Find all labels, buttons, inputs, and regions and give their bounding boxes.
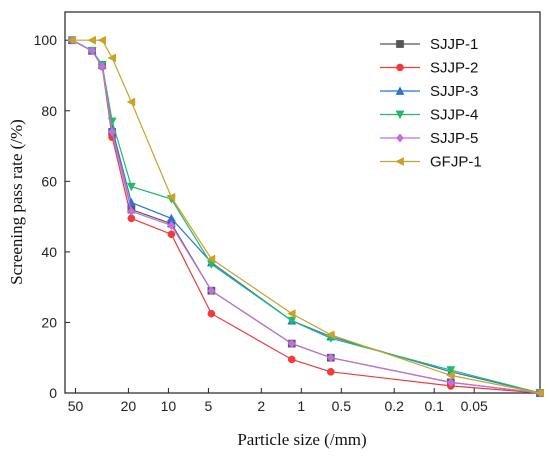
y-tick-label: 40	[41, 244, 57, 260]
data-point	[326, 353, 335, 363]
data-point	[287, 309, 296, 319]
data-point	[446, 366, 456, 375]
data-point	[67, 35, 77, 45]
data-point	[326, 367, 335, 376]
data-point	[126, 182, 136, 192]
legend-swatch-marker	[396, 63, 404, 72]
x-tick-label: 50	[68, 398, 84, 414]
legend-swatch-marker	[395, 157, 404, 166]
x-tick-label: 20	[121, 398, 137, 414]
x-tick-label: 0.1	[424, 398, 444, 414]
y-axis-title: Screening pass rate (/%)	[7, 119, 26, 285]
legend-label: SJJP-1	[430, 36, 478, 53]
data-point	[107, 53, 117, 63]
y-tick-label: 80	[41, 103, 57, 119]
legend-label: SJJP-4	[430, 107, 478, 124]
legend-item: SJJP-5	[380, 130, 478, 147]
x-tick-label: 0.5	[332, 398, 352, 414]
data-point	[108, 127, 117, 137]
x-axis-title: Particle size (/mm)	[237, 430, 366, 449]
legend-item: SJJP-2	[380, 60, 478, 77]
y-tick-label: 20	[41, 314, 57, 330]
x-tick-label: 5	[205, 398, 213, 414]
legend-swatch-marker	[396, 133, 404, 143]
legend-swatch-marker	[395, 86, 405, 95]
x-tick-label: 2	[257, 398, 265, 414]
x-axis-ticks: 50 20 10 5 2 1 0.5 0.2 0.1 0.05	[68, 388, 488, 414]
data-point	[535, 388, 544, 398]
data-point	[126, 97, 136, 107]
data-point	[167, 220, 176, 231]
y-axis-ticks: 0 20 40 60 80 100	[34, 32, 70, 401]
data-point	[87, 35, 96, 45]
legend-swatch-marker	[396, 40, 404, 48]
data-point	[207, 309, 216, 318]
data-point	[287, 316, 297, 326]
legend-label: SJJP-2	[430, 60, 478, 77]
data-point	[446, 370, 455, 380]
legend-item: SJJP-3	[380, 83, 478, 100]
x-tick-label: 10	[161, 398, 177, 414]
series-gfjp-1	[67, 35, 544, 398]
data-point	[166, 192, 176, 202]
data-point	[127, 206, 136, 216]
data-point	[326, 330, 335, 340]
data-point	[287, 355, 296, 364]
plot-frame	[64, 11, 541, 394]
legend-label: GFJP-1	[430, 154, 482, 171]
data-point	[446, 377, 455, 388]
legend-item: SJJP-4	[380, 107, 478, 124]
x-tick-label: 0.2	[384, 398, 404, 414]
y-tick-label: 60	[41, 173, 57, 189]
data-point	[167, 230, 176, 239]
legend-item: GFJP-1	[380, 154, 482, 171]
data-point	[88, 46, 97, 56]
data-point	[107, 117, 117, 127]
data-point	[98, 62, 107, 72]
data-point	[287, 339, 296, 349]
x-tick-label: 1	[297, 398, 305, 414]
series-layer	[67, 35, 545, 398]
legend-label: SJJP-3	[430, 83, 478, 100]
data-point	[207, 286, 216, 296]
y-tick-label: 0	[49, 385, 57, 401]
data-point	[206, 254, 216, 264]
legend-swatch-marker	[395, 110, 405, 120]
data-point	[97, 35, 107, 45]
legend: SJJP-1 SJJP-2 SJJP-3 SJJP-4 SJJP-5 GFJP-1	[380, 36, 482, 171]
legend-item: SJJP-1	[380, 36, 478, 53]
data-point	[166, 213, 176, 223]
legend-label: SJJP-5	[430, 130, 478, 147]
x-tick-label: 0.05	[461, 398, 488, 414]
series-sjjp-5	[68, 35, 544, 398]
y-tick-label: 100	[34, 32, 58, 48]
